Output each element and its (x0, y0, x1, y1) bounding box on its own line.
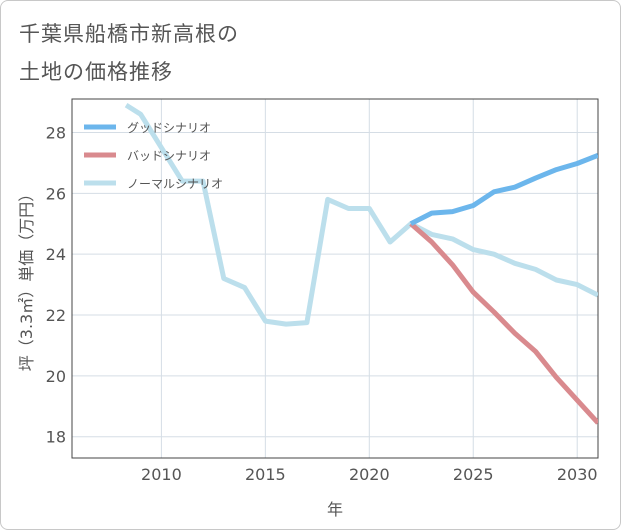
y-axis-title: 坪（3.3㎡）単価（万円） (17, 186, 36, 371)
y-tick-label: 20 (46, 367, 66, 386)
series-line-0 (409, 152, 598, 226)
legend-label: グッドシナリオ (127, 121, 211, 135)
series-line-1 (409, 221, 598, 425)
y-tick-label: 28 (46, 123, 66, 142)
plot-frame (71, 98, 599, 459)
x-axis-title: 年 (327, 500, 343, 519)
x-tick-label: 2020 (349, 465, 390, 484)
chart-title-line1: 千葉県船橋市新高根の (19, 22, 239, 46)
series-lines (124, 102, 598, 425)
x-tick-label: 2030 (557, 465, 598, 484)
tick-labels: 2010 2015 2020 2025 2030 18 20 22 24 26 28 (46, 123, 598, 484)
chart-title-line2: 土地の価格推移 (19, 60, 173, 84)
x-tick-label: 2010 (141, 465, 182, 484)
x-tick-label: 2025 (453, 465, 494, 484)
y-tick-label: 18 (46, 428, 66, 447)
x-tick-label: 2015 (245, 465, 286, 484)
series-line-2 (124, 102, 598, 327)
legend-label: ノーマルシナリオ (127, 177, 223, 191)
y-tick-label: 22 (46, 306, 66, 325)
y-tick-label: 24 (46, 245, 66, 264)
y-tick-label: 26 (46, 184, 66, 203)
grid-lines (72, 99, 598, 458)
legend-label: バッドシナリオ (127, 149, 211, 163)
